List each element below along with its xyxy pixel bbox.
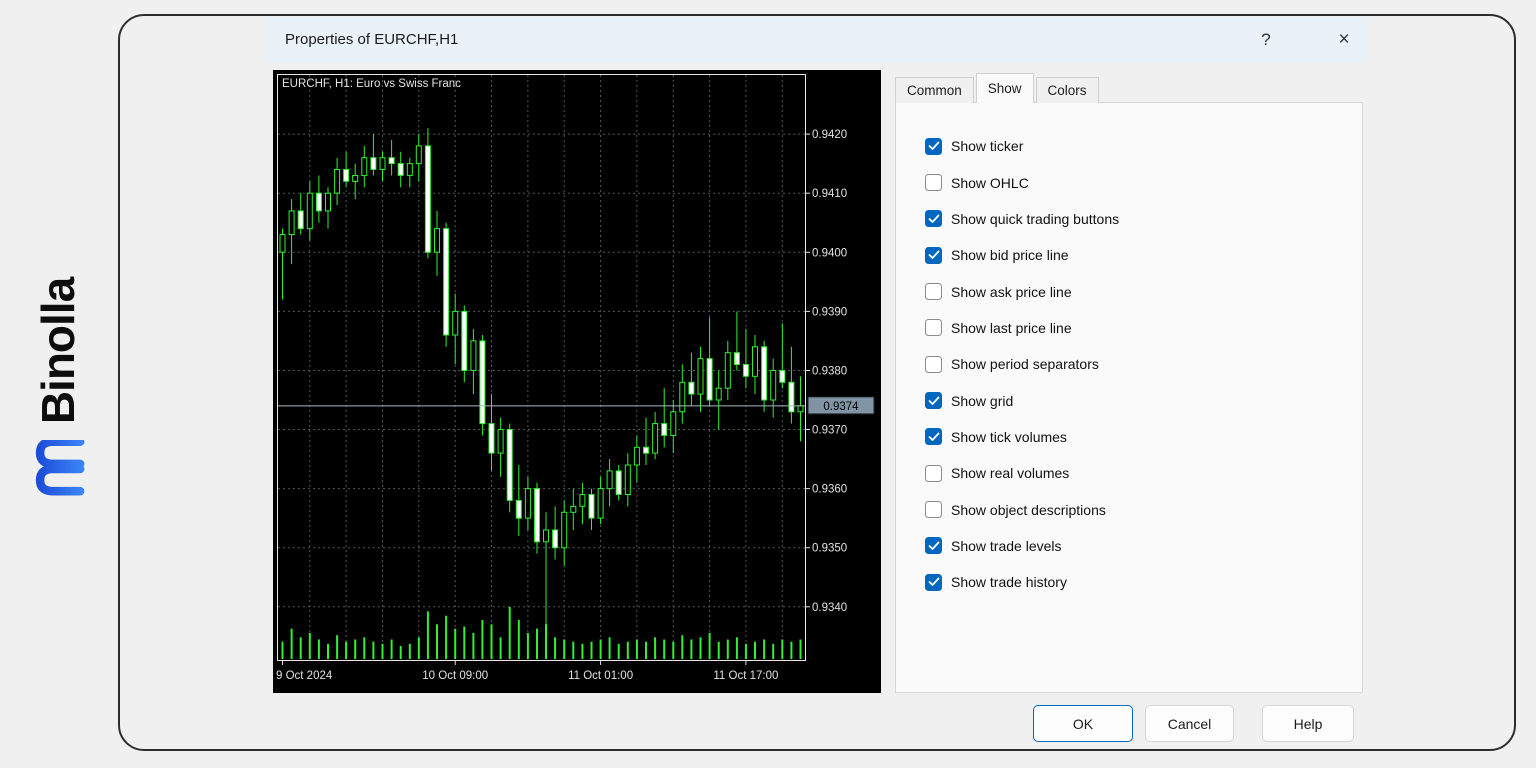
option-label: Show tick volumes bbox=[951, 428, 1067, 445]
option-label: Show last price line bbox=[951, 319, 1072, 336]
option-row-show-quick-trading-buttons[interactable]: Show quick trading buttons bbox=[925, 201, 1345, 237]
svg-text:0.9370: 0.9370 bbox=[812, 425, 847, 437]
checkbox-show-trade-levels[interactable] bbox=[925, 537, 942, 555]
option-row-show-grid[interactable]: Show grid bbox=[925, 382, 1345, 418]
cancel-button[interactable]: Cancel bbox=[1145, 705, 1234, 742]
svg-text:0.9410: 0.9410 bbox=[812, 188, 847, 200]
checkbox-show-trade-history[interactable] bbox=[925, 573, 942, 591]
option-row-show-trade-levels[interactable]: Show trade levels bbox=[925, 528, 1345, 564]
option-label: Show object descriptions bbox=[951, 501, 1106, 518]
tab-show[interactable]: Show bbox=[975, 73, 1034, 103]
tab-common[interactable]: Common bbox=[895, 77, 974, 103]
check-icon bbox=[928, 250, 939, 260]
checkbox-show-ticker[interactable] bbox=[925, 137, 942, 155]
check-icon bbox=[928, 432, 939, 441]
svg-text:0.9390: 0.9390 bbox=[812, 306, 847, 318]
option-label: Show ask price line bbox=[951, 283, 1072, 300]
help-icon[interactable]: ? bbox=[1261, 29, 1271, 49]
option-label: Show period separators bbox=[951, 356, 1099, 373]
tab-bar: Common Show Colors bbox=[895, 73, 1101, 103]
option-row-show-ohlc[interactable]: Show OHLC bbox=[925, 164, 1345, 200]
option-row-show-object-descriptions[interactable]: Show object descriptions bbox=[925, 491, 1345, 527]
svg-text:0.9360: 0.9360 bbox=[812, 484, 847, 496]
show-options-list: Show ticker Show OHLC Show quick trading b… bbox=[925, 128, 1345, 600]
bid-price-label: 0.9374 bbox=[807, 396, 875, 415]
ok-button[interactable]: OK bbox=[1033, 705, 1133, 742]
checkbox-show-object-descriptions[interactable] bbox=[925, 501, 942, 519]
checkbox-show-ask-price-line[interactable] bbox=[925, 283, 942, 301]
tick-volumes bbox=[281, 607, 802, 659]
option-label: Show quick trading buttons bbox=[951, 210, 1120, 227]
candlestick-chart: 0.9420 0.9410 0.9400 0.9390 0.9380 0.9370 0.93… bbox=[276, 74, 875, 682]
option-label: Show bid price line bbox=[951, 247, 1069, 264]
help-button[interactable]: Help bbox=[1262, 705, 1354, 742]
option-row-show-real-volumes[interactable]: Show real volumes bbox=[925, 455, 1345, 491]
dialog-titlebar: Properties of EURCHF,H1 ? × bbox=[265, 17, 1368, 62]
binolla-logo-icon bbox=[35, 440, 85, 496]
brand-name: Binolla bbox=[32, 277, 84, 425]
plot-border bbox=[277, 74, 806, 661]
option-label: Show trade history bbox=[951, 574, 1067, 591]
chart-preview: 0.9420 0.9410 0.9400 0.9390 0.9380 0.9370 0.93… bbox=[273, 70, 881, 693]
time-axis: 9 Oct 2024 10 Oct 09:00 11 Oct 01:00 11 Oct… bbox=[276, 660, 778, 682]
option-label: Show ticker bbox=[951, 138, 1024, 155]
svg-text:0.9420: 0.9420 bbox=[812, 129, 847, 141]
price-axis: 0.9420 0.9410 0.9400 0.9390 0.9380 0.9370 0.93… bbox=[805, 129, 847, 614]
option-row-show-ticker[interactable]: Show ticker bbox=[925, 128, 1345, 164]
svg-text:0.9350: 0.9350 bbox=[812, 543, 847, 555]
checkbox-show-quick-trading-buttons[interactable] bbox=[925, 210, 942, 228]
option-row-show-last-price-line[interactable]: Show last price line bbox=[925, 310, 1345, 346]
svg-text:0.9380: 0.9380 bbox=[812, 366, 847, 378]
check-icon bbox=[928, 541, 939, 550]
check-icon bbox=[928, 214, 939, 223]
checkbox-show-period-separators[interactable] bbox=[925, 355, 942, 373]
checkbox-show-bid-price-line[interactable] bbox=[925, 246, 942, 264]
svg-text:0.9374: 0.9374 bbox=[823, 401, 859, 413]
option-row-show-bid-price-line[interactable]: Show bid price line bbox=[925, 237, 1345, 273]
svg-text:11 Oct 17:00: 11 Oct 17:00 bbox=[713, 670, 778, 682]
candles bbox=[279, 128, 804, 637]
chart-title: EURCHF, H1: Euro vs Swiss Franc bbox=[282, 78, 461, 90]
option-row-show-ask-price-line[interactable]: Show ask price line bbox=[925, 273, 1345, 309]
option-label: Show trade levels bbox=[951, 537, 1062, 554]
option-label: Show OHLC bbox=[951, 174, 1029, 191]
checkbox-show-tick-volumes[interactable] bbox=[925, 428, 942, 446]
option-row-show-period-separators[interactable]: Show period separators bbox=[925, 346, 1345, 382]
option-label: Show real volumes bbox=[951, 465, 1070, 482]
close-icon[interactable]: × bbox=[1338, 28, 1350, 50]
option-row-show-tick-volumes[interactable]: Show tick volumes bbox=[925, 419, 1345, 455]
check-icon bbox=[928, 396, 939, 405]
svg-text:10 Oct 09:00: 10 Oct 09:00 bbox=[422, 670, 488, 682]
svg-text:0.9340: 0.9340 bbox=[812, 602, 847, 614]
dialog-title: Properties of EURCHF,H1 bbox=[285, 31, 459, 48]
checkbox-show-last-price-line[interactable] bbox=[925, 319, 942, 337]
checkbox-show-real-volumes[interactable] bbox=[925, 464, 942, 482]
checkbox-show-ohlc[interactable] bbox=[925, 174, 942, 192]
option-row-show-trade-history[interactable]: Show trade history bbox=[925, 564, 1345, 600]
tab-content-panel bbox=[895, 102, 1363, 693]
checkbox-show-grid[interactable] bbox=[925, 392, 942, 410]
svg-text:0.9400: 0.9400 bbox=[812, 247, 847, 259]
binolla-branding: Binolla bbox=[16, 248, 100, 528]
check-icon bbox=[928, 141, 939, 151]
option-label: Show grid bbox=[951, 392, 1014, 409]
check-icon bbox=[928, 577, 939, 587]
svg-text:11 Oct 01:00: 11 Oct 01:00 bbox=[568, 670, 633, 682]
svg-text:9 Oct 2024: 9 Oct 2024 bbox=[276, 670, 333, 682]
tab-colors[interactable]: Colors bbox=[1035, 77, 1099, 103]
